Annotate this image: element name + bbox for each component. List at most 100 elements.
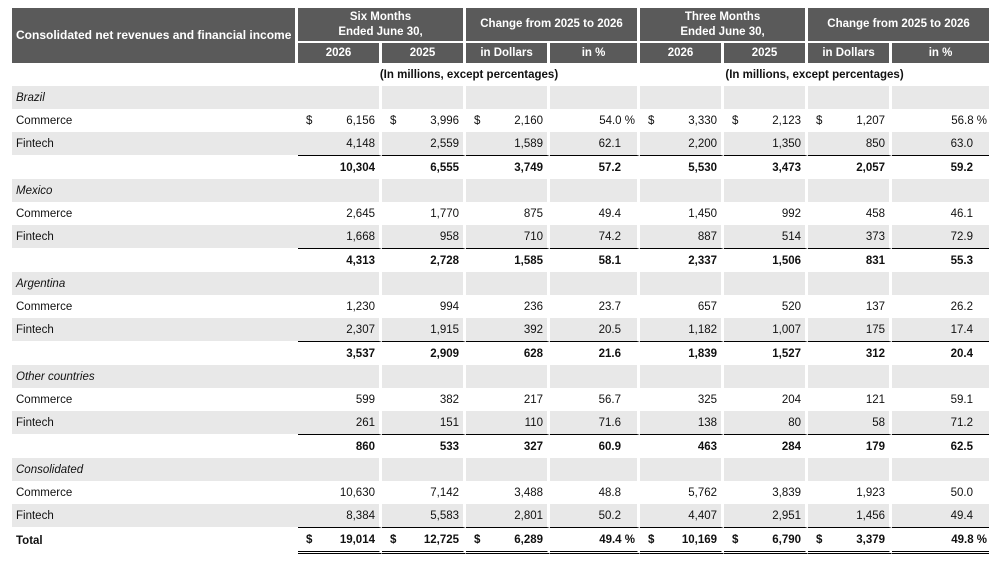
value-cell: 2,057 <box>808 155 893 179</box>
table-row: Commerce 10,630 7,142 3,488 48.8 5,762 3,839 1,… <box>12 481 989 504</box>
cell-content: 3,473 <box>728 162 801 174</box>
empty-cell <box>892 86 990 109</box>
cell-value: 3,537 <box>346 347 375 360</box>
dollar-sign: $ <box>648 533 655 546</box>
value-cell: 850 <box>808 132 893 155</box>
cell-value-wrap: 2,337 <box>688 255 717 267</box>
cell-value: 19,014 <box>339 533 375 546</box>
cell-value-wrap: 175 <box>866 324 885 336</box>
cell-value: 710 <box>523 230 544 243</box>
value-cell: 2,337 <box>640 248 725 272</box>
cell-value-wrap: 4,407 <box>688 510 717 522</box>
cell-value: 50.0 <box>950 486 974 499</box>
col-2026-three: 2026 <box>640 41 725 63</box>
value-cell: 2,307 <box>298 318 382 341</box>
cell-value-wrap: 958 <box>440 231 459 243</box>
cell-value: 4,148 <box>346 137 375 150</box>
cell-content: 2,909 <box>386 348 459 360</box>
cell-content: 17.4 <box>896 324 987 336</box>
cell-value-wrap: 20.5 <box>599 324 635 336</box>
cell-value: 327 <box>523 440 544 453</box>
col-dollars-six: in Dollars <box>466 41 551 63</box>
cell-value: 261 <box>355 416 375 429</box>
empty-cell <box>808 86 893 109</box>
cell-value: 3,839 <box>772 486 802 499</box>
value-cell: 121 <box>808 388 893 411</box>
cell-value: 2,160 <box>514 114 544 127</box>
col-2025-three: 2025 <box>724 41 809 63</box>
row-label: Fintech <box>12 318 298 341</box>
cell-content: 137 <box>812 301 885 313</box>
empty-cell <box>640 272 725 295</box>
cell-value: 151 <box>439 416 460 429</box>
cell-value-wrap: 49.4 % <box>599 534 635 546</box>
cell-value: 2,057 <box>856 161 886 174</box>
cell-value: 3,749 <box>514 161 544 174</box>
cell-content: 1,456 <box>812 510 885 522</box>
value-cell: 59.1 <box>892 388 989 411</box>
cell-content: 138 <box>644 417 717 429</box>
cell-content: 5,762 <box>644 487 717 499</box>
value-cell: 1,589 <box>466 132 551 155</box>
cell-content: 74.2 <box>554 231 635 243</box>
cell-value: 875 <box>523 207 544 220</box>
cell-content: 179 <box>812 441 885 453</box>
cell-value-wrap: 628 <box>524 348 543 360</box>
empty-cell <box>382 86 467 109</box>
cell-content: 71.6 <box>554 417 635 429</box>
cell-value-wrap: 6,289 <box>514 534 543 546</box>
cell-value: 55.3 <box>950 254 974 267</box>
note-spacer <box>12 63 298 86</box>
cell-content: 992 <box>728 208 801 220</box>
cell-content: 20.5 <box>554 324 635 336</box>
subtotal-row: 10,304 6,555 3,749 57.2 5,530 3,473 2,057 59.2 <box>12 155 990 179</box>
cell-value: 3,330 <box>688 114 718 127</box>
cell-content: 49.4 <box>554 208 635 220</box>
cell-content: 1,589 <box>470 138 543 150</box>
subtotal-row: 860 533 327 60.9 463 284 179 62.5 <box>12 434 990 458</box>
value-cell: 21.6 <box>550 341 641 365</box>
value-cell: 382 <box>382 388 467 411</box>
cell-value-wrap: 80 <box>788 417 801 429</box>
cell-value-wrap: 1,585 <box>514 255 543 267</box>
value-cell: 72.9 <box>892 225 990 248</box>
total-label: Total <box>16 534 43 547</box>
value-cell: 49.4 % <box>550 527 641 554</box>
cell-value: 49.4 <box>950 509 974 522</box>
cell-value-wrap: 56.8 % <box>951 115 987 127</box>
cell-value: 1,839 <box>688 347 718 360</box>
cell-value: 8,384 <box>346 509 375 522</box>
cell-content: $6,289 <box>470 534 543 546</box>
cell-content: 1,668 <box>302 231 375 243</box>
cell-value: 4,313 <box>346 254 375 267</box>
cell-value-wrap: 56.7 <box>599 394 635 406</box>
cell-value-wrap: 49.4 <box>599 208 635 220</box>
value-cell: 458 <box>808 202 893 225</box>
cell-value-wrap: 2,200 <box>688 138 717 150</box>
cell-value-wrap: 23.7 <box>599 301 635 313</box>
cell-content: 1,839 <box>644 348 717 360</box>
value-cell: 2,645 <box>298 202 382 225</box>
cell-value: 58.1 <box>598 254 622 267</box>
cell-value-wrap: 59.1 <box>951 394 987 406</box>
empty-cell <box>466 365 551 388</box>
cell-content: 514 <box>728 231 801 243</box>
cell-value: 12,725 <box>423 533 460 546</box>
cell-content: 2,801 <box>470 510 543 522</box>
cell-value: 54.0 <box>599 114 622 127</box>
value-cell: 1,770 <box>382 202 467 225</box>
value-cell: 57.2 <box>550 155 641 179</box>
empty-cell <box>550 179 641 202</box>
cell-content: 284 <box>728 441 801 453</box>
row-label: Commerce <box>16 393 73 406</box>
subtotal-row: 4,313 2,728 1,585 58.1 2,337 1,506 831 55.3 <box>12 248 990 272</box>
subtotal-row: 3,537 2,909 628 21.6 1,839 1,527 312 20.4 <box>12 341 990 365</box>
region-row: Consolidated <box>12 458 990 481</box>
value-cell: 2,951 <box>724 504 809 527</box>
value-cell: 3,488 <box>466 481 551 504</box>
cell-value-wrap: 850 <box>866 138 885 150</box>
cell-value: 1,182 <box>688 323 718 336</box>
cell-content: 46.1 <box>896 208 987 220</box>
cell-value: 49.4 <box>599 533 622 546</box>
cell-value-wrap: 1,668 <box>346 231 375 243</box>
